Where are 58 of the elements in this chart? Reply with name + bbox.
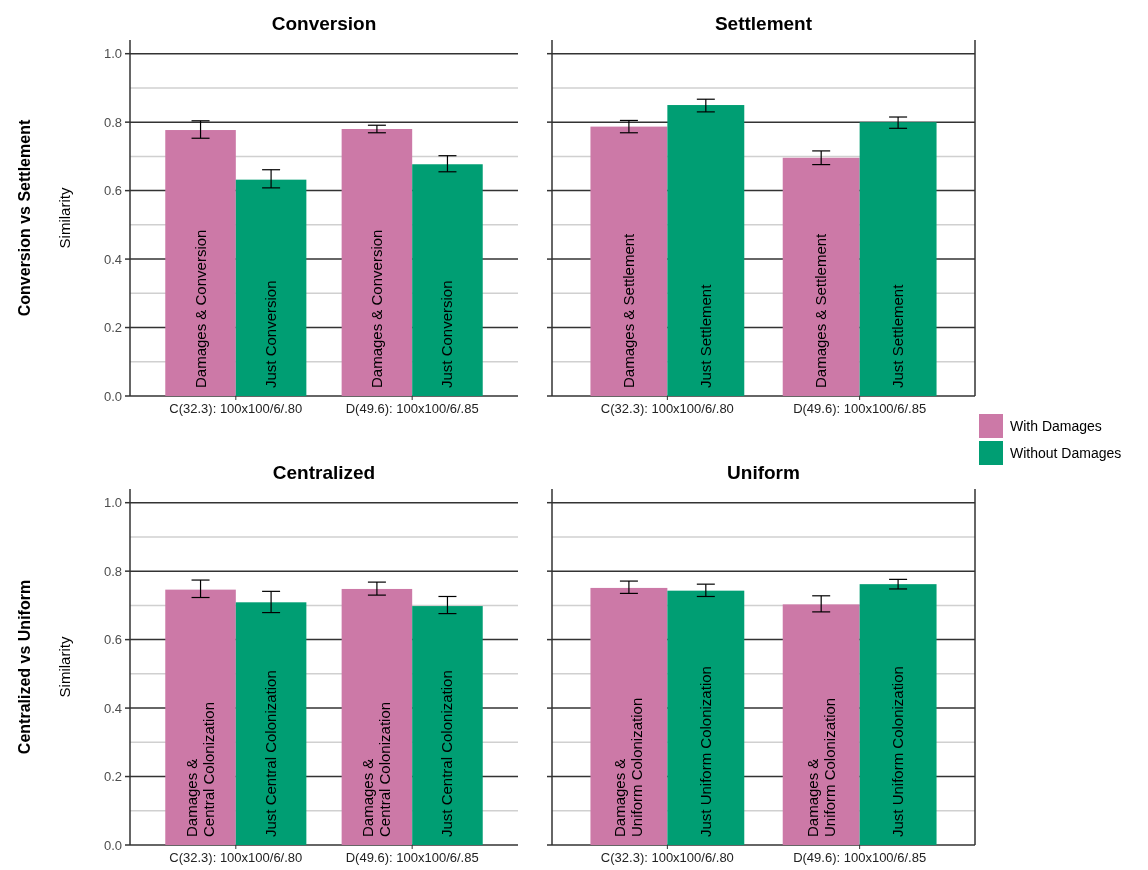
y-tick-label: 0.0 — [103, 388, 122, 404]
y-tick-label: 0.6 — [103, 183, 122, 199]
data-label: Just Uniform Colonization — [696, 666, 714, 837]
bar — [235, 179, 307, 396]
chart-title: Centralized — [272, 462, 376, 483]
bar — [412, 164, 483, 396]
y-tick-label: 0.0 — [103, 837, 122, 853]
x-tick-label: C(32.3): 100x100/6/.80 — [169, 850, 303, 865]
bar — [165, 130, 236, 396]
x-tick-label: D(49.6): 100x100/6/.85 — [793, 850, 927, 865]
data-label: Damages & Central Colonization — [183, 701, 218, 837]
data-label: Damages & Settlement — [812, 232, 830, 388]
data-label: Damages & Uniform Colonization — [611, 697, 646, 837]
data-label: Just Central Colonization — [262, 670, 280, 837]
bar — [859, 584, 937, 845]
bar — [859, 122, 937, 396]
data-label: Damages & Central Colonization — [359, 701, 394, 837]
x-tick-label: D(49.6): 100x100/6/.85 — [793, 401, 927, 416]
bar — [590, 126, 668, 396]
chart-title: Settlement — [714, 13, 813, 34]
x-tick-label: C(32.3): 100x100/6/.80 — [600, 401, 734, 416]
legend-label: With Damages — [1010, 417, 1102, 434]
bar — [590, 587, 668, 845]
y-tick-label: 0.8 — [103, 114, 122, 130]
data-label: Just Conversion — [438, 280, 456, 388]
y-tick-label: 0.4 — [103, 700, 122, 716]
y-axis-title: Similarity — [56, 187, 73, 249]
data-label: Just Uniform Colonization — [889, 666, 907, 837]
text: Centralized vs Uniform — [16, 579, 33, 755]
x-tick-label: C(32.3): 100x100/6/.80 — [169, 401, 303, 416]
bar — [667, 105, 745, 396]
bar — [667, 590, 745, 845]
y-tick-label: 0.6 — [103, 632, 122, 648]
y-tick-label: 0.4 — [103, 251, 122, 267]
y-tick-label: 0.2 — [103, 769, 122, 785]
y-tick-label: 1.0 — [103, 495, 122, 511]
data-label: Damages & Uniform Colonization — [803, 697, 838, 837]
chart-title: Conversion — [271, 13, 377, 34]
y-tick-label: 0.2 — [103, 320, 122, 336]
bar — [782, 157, 860, 396]
legend-label: Without Damages — [1010, 444, 1122, 461]
data-label: Damages & Conversion — [367, 229, 385, 388]
data-label: Just Central Colonization — [438, 670, 456, 837]
chart-title: Uniform — [727, 462, 800, 483]
data-label: Just Settlement — [889, 283, 907, 388]
data-label: Just Conversion — [262, 280, 280, 388]
bar — [782, 604, 860, 845]
x-tick-label: D(49.6): 100x100/6/.85 — [345, 850, 479, 865]
y-tick-label: 1.0 — [103, 46, 122, 62]
data-label: Just Settlement — [696, 283, 714, 388]
x-tick-label: C(32.3): 100x100/6/.80 — [600, 850, 734, 865]
bar — [341, 129, 413, 396]
y-tick-label: 0.8 — [103, 563, 122, 579]
y-axis-title: Similarity — [56, 636, 73, 698]
x-tick-label: D(49.6): 100x100/6/.85 — [345, 401, 479, 416]
data-label: Damages & Settlement — [619, 232, 637, 388]
text: Conversion vs Settlement — [16, 119, 33, 317]
data-label: Damages & Conversion — [191, 229, 209, 388]
